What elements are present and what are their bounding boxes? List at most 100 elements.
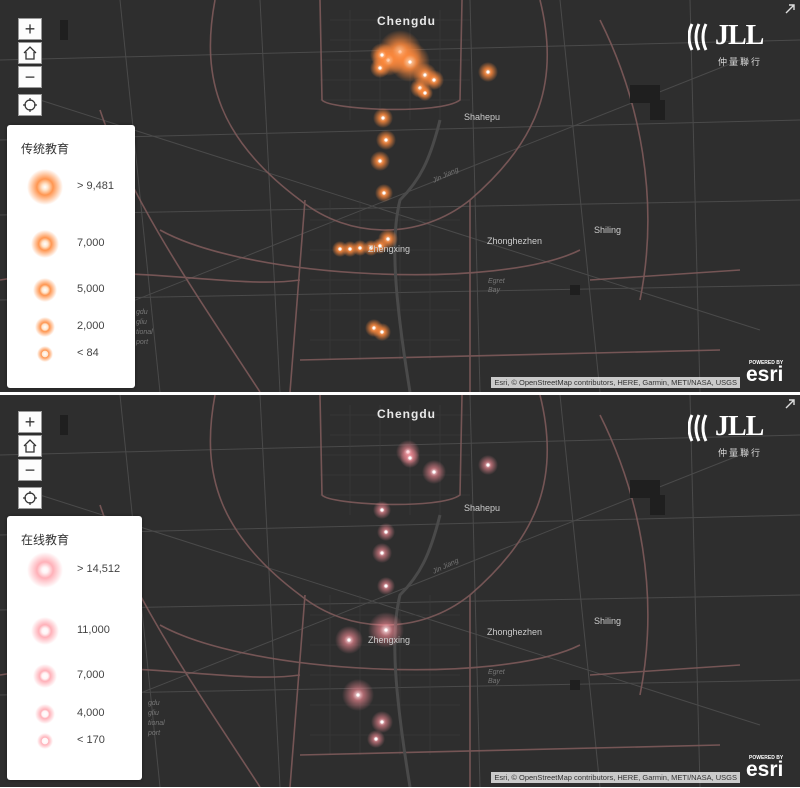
legend: 在线教育 > 14,512 11,000 7,000 4,000 < 170 bbox=[7, 516, 142, 780]
place-label: Bay bbox=[488, 287, 501, 294]
legend-title: 传统教育 bbox=[21, 142, 70, 156]
heat-point-core bbox=[486, 463, 490, 467]
locate-button[interactable] bbox=[18, 487, 42, 509]
heat-point-core bbox=[378, 244, 382, 248]
legend-label: 5,000 bbox=[77, 283, 105, 295]
place-label: tional bbox=[148, 720, 165, 727]
place-label: Shiling bbox=[594, 225, 622, 235]
heat-point-core bbox=[432, 470, 436, 474]
place-label: Zhonghezhen bbox=[487, 236, 543, 246]
home-button[interactable] bbox=[18, 42, 42, 64]
heat-point-core bbox=[369, 246, 373, 250]
heat-point-core bbox=[356, 693, 360, 697]
jll-logo: JLL 仲量聯行 bbox=[688, 409, 764, 463]
place-label: port bbox=[148, 730, 161, 737]
place-label: tional bbox=[136, 329, 153, 336]
heat-point-core bbox=[384, 628, 388, 632]
legend-label: 4,000 bbox=[77, 707, 105, 719]
place-label: gdu bbox=[148, 700, 160, 707]
zoom-in-button[interactable]: + bbox=[18, 18, 42, 40]
heat-point-core bbox=[408, 456, 412, 460]
place-label: Zhengxing bbox=[368, 244, 411, 254]
esri-logo: POWERED BY esri bbox=[746, 360, 792, 386]
expand-icon[interactable] bbox=[784, 398, 796, 410]
zoom-out-button[interactable]: − bbox=[18, 66, 42, 88]
heat-point-core bbox=[348, 247, 352, 251]
legend-symbol bbox=[25, 167, 65, 207]
legend-label: < 170 bbox=[77, 734, 105, 746]
heat-points-layer bbox=[332, 30, 498, 341]
heat-point-core bbox=[386, 237, 390, 241]
jll-logo-icon bbox=[688, 414, 708, 442]
legend-title: 在线教育 bbox=[21, 533, 70, 547]
jll-logo-subtext: 仲量聯行 bbox=[718, 448, 763, 458]
heat-points-layer bbox=[335, 440, 498, 748]
place-label: Zhengxing bbox=[368, 635, 411, 645]
basemap bbox=[0, 0, 800, 392]
heat-point-core bbox=[380, 330, 384, 334]
heatmap-traditional-education[interactable]: Chengdu Shahepu Zhonghezhen Shiling Zhen… bbox=[0, 0, 800, 392]
legend-item: > 14,512 bbox=[7, 550, 142, 590]
heat-point-core bbox=[378, 159, 382, 163]
place-label: port bbox=[136, 339, 149, 346]
legend-label: 11,000 bbox=[77, 624, 110, 636]
esri-powered-text: POWERED BY bbox=[749, 755, 784, 761]
locate-button[interactable] bbox=[18, 94, 42, 116]
city-label: Chengdu bbox=[377, 14, 436, 28]
legend-symbol bbox=[25, 656, 65, 696]
esri-logo-text: esri bbox=[746, 363, 784, 386]
legend-item: 11,000 bbox=[7, 611, 142, 651]
place-label: gdu bbox=[136, 309, 148, 316]
legend-symbol bbox=[25, 550, 65, 590]
legend-label: > 14,512 bbox=[77, 563, 121, 575]
legend-item: < 170 bbox=[7, 721, 142, 761]
heatmap-online-education[interactable]: Chengdu Shahepu Zhonghezhen Shiling Zhen… bbox=[0, 395, 800, 787]
heat-point-core bbox=[382, 191, 386, 195]
heat-point-core bbox=[378, 66, 382, 70]
legend-item: > 9,481 bbox=[7, 167, 135, 207]
place-label: gliu bbox=[148, 710, 159, 717]
legend-item: < 84 bbox=[7, 334, 135, 374]
home-button[interactable] bbox=[18, 435, 42, 457]
jll-logo-text: JLL bbox=[715, 411, 764, 442]
esri-logo-text: esri bbox=[746, 758, 784, 781]
heat-point-core bbox=[423, 91, 427, 95]
place-label: Egret bbox=[488, 278, 505, 285]
place-label: Shahepu bbox=[464, 503, 501, 513]
legend-label: 2,000 bbox=[77, 320, 105, 332]
map-attribution: Esri, © OpenStreetMap contributors, HERE… bbox=[491, 377, 740, 388]
map-attribution: Esri, © OpenStreetMap contributors, HERE… bbox=[491, 772, 740, 783]
jll-logo-text: JLL bbox=[715, 20, 764, 51]
heat-point-core bbox=[380, 53, 384, 57]
jll-logo: JLL 仲量聯行 bbox=[688, 18, 764, 72]
zoom-in-button[interactable]: + bbox=[18, 411, 42, 433]
heat-point-core bbox=[338, 247, 342, 251]
home-icon bbox=[23, 46, 37, 60]
legend-symbol bbox=[25, 224, 65, 264]
jll-logo-subtext: 仲量聯行 bbox=[718, 57, 763, 67]
basemap bbox=[0, 395, 800, 787]
heat-point-core bbox=[374, 737, 378, 741]
expand-icon[interactable] bbox=[784, 3, 796, 15]
legend-item: 5,000 bbox=[7, 270, 135, 310]
legend-label: 7,000 bbox=[77, 669, 105, 681]
place-label: Egret bbox=[488, 669, 505, 676]
heat-point-core bbox=[384, 138, 388, 142]
legend-item: 7,000 bbox=[7, 656, 142, 696]
legend: 传统教育 > 9,481 7,000 5,000 2,000 < 84 bbox=[7, 125, 135, 388]
jll-logo-icon bbox=[688, 23, 708, 51]
heat-point-core bbox=[384, 584, 388, 588]
place-label: gliu bbox=[136, 319, 147, 326]
heat-point-core bbox=[408, 60, 412, 64]
legend-symbol bbox=[25, 611, 65, 651]
heat-point-core bbox=[380, 508, 384, 512]
place-label: Shiling bbox=[594, 616, 622, 626]
place-label: Shahepu bbox=[464, 112, 501, 122]
legend-item: 7,000 bbox=[7, 224, 135, 264]
heat-point-core bbox=[347, 638, 351, 642]
legend-label: > 9,481 bbox=[77, 180, 115, 192]
legend-symbol bbox=[25, 721, 65, 761]
home-icon bbox=[23, 439, 37, 453]
legend-symbol bbox=[25, 334, 65, 374]
zoom-out-button[interactable]: − bbox=[18, 459, 42, 481]
